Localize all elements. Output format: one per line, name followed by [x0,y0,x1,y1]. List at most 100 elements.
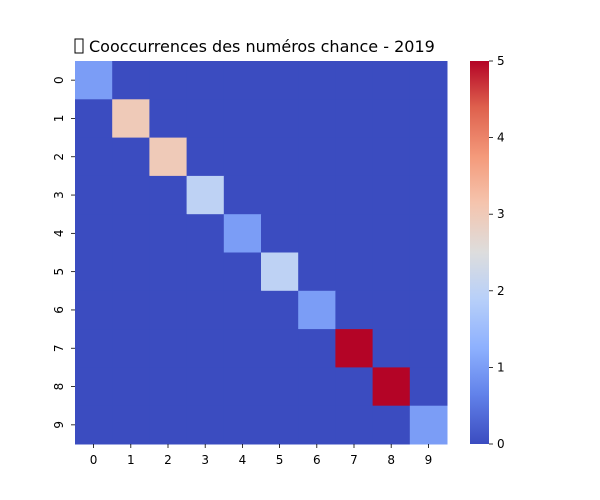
heatmap-cell-2-0 [75,137,113,177]
x-tick-label-8: 8 [387,453,395,467]
y-tick-label-5: 5 [52,268,66,276]
heatmap-cell-3-1 [112,175,150,215]
y-tick-label-3: 3 [52,191,66,199]
heatmap-cell-0-0 [75,61,113,100]
heatmap-cell-1-6 [298,99,336,139]
heatmap-cell-4-9 [409,214,448,253]
y-tick-label-0: 0 [52,76,66,84]
heatmap-cell-6-0 [75,290,113,330]
heatmap-cell-4-6 [298,214,336,253]
heatmap-cell-7-4 [223,329,262,368]
colorbar-tick-label-0: 0 [497,437,505,451]
x-tick-label-3: 3 [201,453,209,467]
heatmap-cell-0-8 [372,61,411,100]
chart-title-group: Cooccurrences des numéros chance - 2019 [74,37,435,56]
heatmap-cells [75,61,448,445]
heatmap-cell-1-5 [261,99,299,139]
colorbar-tick-label-3: 3 [497,207,505,221]
heatmap-cell-1-4 [223,99,262,139]
y-tick-label-7: 7 [52,344,66,352]
heatmap-cell-3-4 [223,175,262,215]
missing-glyph-icon [74,38,84,54]
heatmap-cell-3-9 [409,175,448,215]
heatmap-cell-1-8 [372,99,411,139]
heatmap-cell-9-8 [372,405,411,445]
heatmap-cell-4-8 [372,214,411,253]
heatmap-cell-5-0 [75,252,113,292]
heatmap-cell-7-1 [112,329,150,368]
heatmap-cell-8-8 [372,367,411,407]
heatmap-cell-2-1 [112,137,150,177]
heatmap-cell-3-5 [261,175,299,215]
heatmap-cell-8-0 [75,367,113,407]
heatmap-cell-4-4 [223,214,262,253]
heatmap-cell-7-5 [261,329,299,368]
heatmap-cell-6-6 [298,290,336,330]
heatmap-cell-5-1 [112,252,150,292]
x-tick-label-1: 1 [127,453,135,467]
heatmap-cell-0-6 [298,61,336,100]
heatmap-cell-5-7 [335,252,374,292]
heatmap-cell-6-7 [335,290,374,330]
x-tick-label-5: 5 [276,453,284,467]
heatmap-cell-9-9 [409,405,448,445]
heatmap-cell-2-3 [186,137,225,177]
heatmap-cell-7-8 [372,329,411,368]
heatmap-cell-7-7 [335,329,374,368]
heatmap-cell-1-0 [75,99,113,139]
heatmap-cell-5-5 [261,252,299,292]
y-tick-label-1: 1 [52,115,66,123]
heatmap-cell-8-5 [261,367,299,407]
heatmap-cell-8-3 [186,367,225,407]
y-tick-label-6: 6 [52,306,66,314]
colorbar-tick-label-2: 2 [497,284,505,298]
heatmap-cell-9-7 [335,405,374,445]
heatmap-cell-9-4 [223,405,262,445]
chart-title: Cooccurrences des numéros chance - 2019 [89,37,435,56]
heatmap-cell-0-5 [261,61,299,100]
heatmap-cell-3-6 [298,175,336,215]
y-tick-label-2: 2 [52,153,66,161]
heatmap-cell-1-3 [186,99,225,139]
x-tick-label-6: 6 [313,453,321,467]
heatmap-cell-6-9 [409,290,448,330]
heatmap-cell-6-5 [261,290,299,330]
y-tick-label-4: 4 [52,230,66,238]
heatmap-cell-2-5 [261,137,299,177]
heatmap-cell-6-8 [372,290,411,330]
heatmap-cell-1-1 [112,99,150,139]
heatmap-cell-4-7 [335,214,374,253]
x-tick-label-0: 0 [90,453,98,467]
x-tick-label-7: 7 [350,453,358,467]
heatmap-cell-1-9 [409,99,448,139]
heatmap-cell-2-7 [335,137,374,177]
heatmap-cell-6-3 [186,290,225,330]
heatmap-cell-3-7 [335,175,374,215]
heatmap-cell-2-2 [149,137,188,177]
heatmap-cell-5-9 [409,252,448,292]
y-tick-label-9: 9 [52,421,66,429]
heatmap-cell-2-6 [298,137,336,177]
heatmap-cell-9-2 [149,405,188,445]
heatmap-cell-4-3 [186,214,225,253]
heatmap-cell-7-0 [75,329,113,368]
heatmap-cell-0-1 [112,61,150,100]
x-tick-label-2: 2 [164,453,172,467]
heatmap-cell-5-4 [223,252,262,292]
heatmap-cell-1-7 [335,99,374,139]
heatmap-cell-3-8 [372,175,411,215]
heatmap-cell-0-4 [223,61,262,100]
heatmap-cell-0-2 [149,61,188,100]
heatmap-cell-7-9 [409,329,448,368]
heatmap-cell-8-1 [112,367,150,407]
y-tick-label-8: 8 [52,383,66,391]
heatmap-cell-9-1 [112,405,150,445]
heatmap-cell-0-9 [409,61,448,100]
x-tick-label-4: 4 [239,453,247,467]
heatmap-cell-4-2 [149,214,188,253]
heatmap-cell-7-2 [149,329,188,368]
heatmap-cell-8-4 [223,367,262,407]
heatmap-cell-8-6 [298,367,336,407]
